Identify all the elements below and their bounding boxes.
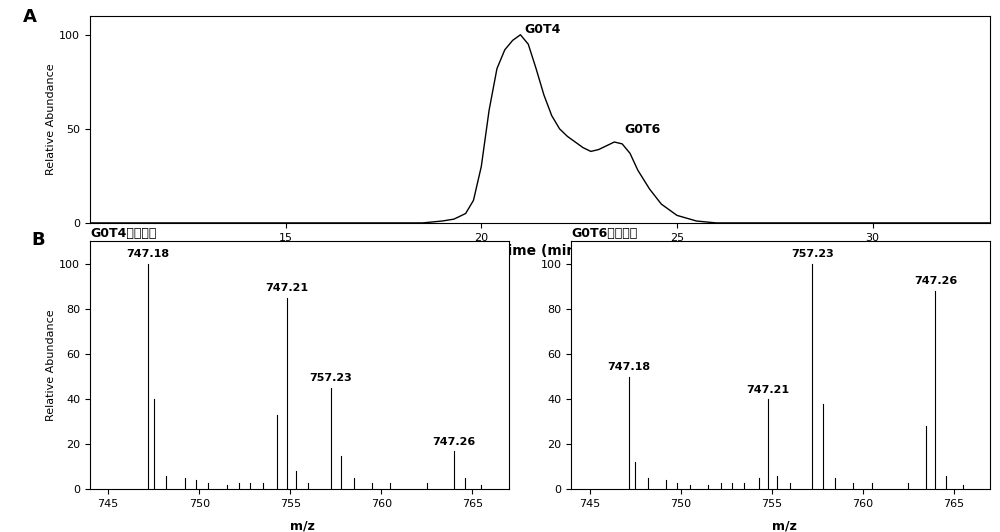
Text: B: B <box>31 231 45 249</box>
Text: G0T6: G0T6 <box>624 122 660 136</box>
Text: 747.21: 747.21 <box>746 385 790 395</box>
Text: 747.18: 747.18 <box>608 362 651 372</box>
Text: 747.26: 747.26 <box>914 276 957 286</box>
Text: G0T6的质谱图: G0T6的质谱图 <box>571 227 638 240</box>
Text: 747.21: 747.21 <box>265 283 308 293</box>
Y-axis label: Relative Abundance: Relative Abundance <box>46 64 56 175</box>
Y-axis label: Relative Abundance: Relative Abundance <box>46 310 56 421</box>
Text: G0T4的质谱图: G0T4的质谱图 <box>90 227 156 240</box>
Text: 747.26: 747.26 <box>432 437 476 446</box>
Text: A: A <box>22 7 36 26</box>
Text: 757.23: 757.23 <box>309 373 352 384</box>
Text: m/z: m/z <box>290 520 315 532</box>
Text: 747.18: 747.18 <box>126 249 169 259</box>
Text: 757.23: 757.23 <box>791 249 834 259</box>
Text: m/z: m/z <box>772 520 796 532</box>
X-axis label: Time (min): Time (min) <box>498 244 582 258</box>
Text: G0T4: G0T4 <box>524 23 561 36</box>
